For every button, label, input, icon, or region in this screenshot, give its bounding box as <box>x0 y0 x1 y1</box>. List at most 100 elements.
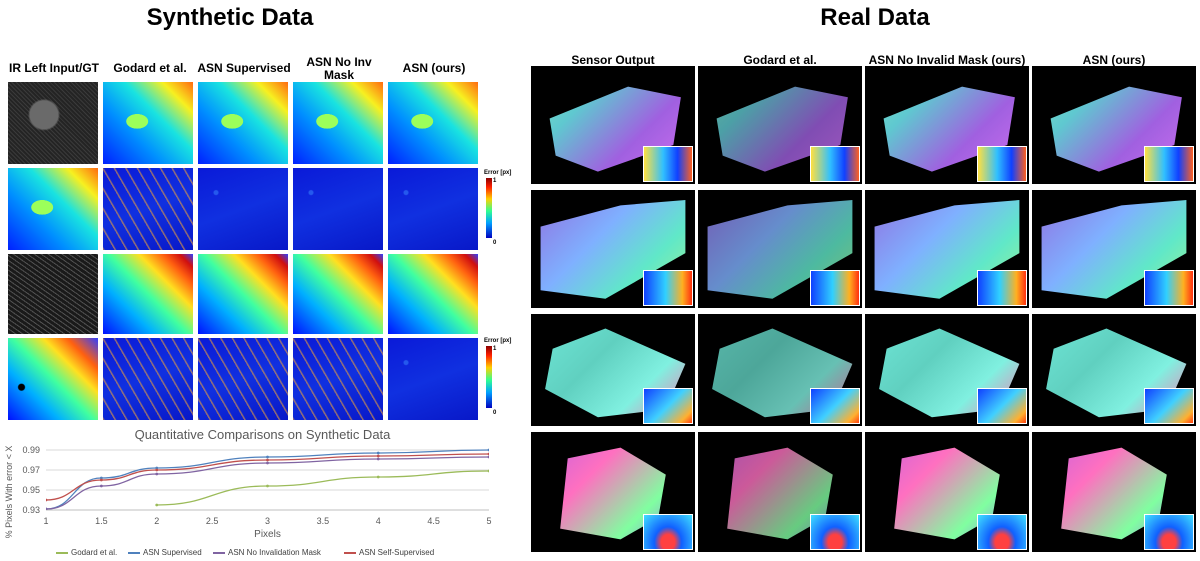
depth-map-inset <box>977 388 1027 424</box>
x-tick-label: 4 <box>376 516 381 526</box>
data-point <box>376 457 380 461</box>
depth-map-inset <box>643 270 693 306</box>
legend-asn-no-invalidation-mask-label: ASN No Invalidation Mask <box>228 548 321 557</box>
colorbar-1-max: 1 <box>493 178 497 184</box>
depth-map-inset <box>977 270 1027 306</box>
synthetic-r4-asn-supervised-error <box>198 338 288 420</box>
y-tick-label: 0.99 <box>22 445 40 455</box>
data-point <box>155 466 159 470</box>
error-colorbar-1 <box>486 178 492 238</box>
depth-map-inset <box>810 388 860 424</box>
synthetic-r3-ir-input <box>8 254 98 334</box>
data-point <box>155 468 159 472</box>
data-point <box>99 478 103 482</box>
synthetic-r2-ground-truth <box>8 168 98 250</box>
real-r3-sensor-output <box>531 314 695 426</box>
colorbar-2-min: 0 <box>493 410 497 416</box>
real-r1-asn-no-invalid-mask <box>865 66 1029 184</box>
synthetic-r4-asn-ours-error <box>388 338 478 420</box>
real-r2-sensor-output <box>531 190 695 308</box>
colorbar-2-max: 1 <box>493 346 497 352</box>
synthetic-r3-asn-supervised <box>198 254 288 334</box>
real-col-godard: Godard et al. <box>743 53 817 67</box>
depth-map-inset <box>643 146 693 182</box>
legend-godard-swatch <box>56 551 68 554</box>
real-r3-asn-no-invalid-mask <box>865 314 1029 426</box>
data-point <box>266 455 269 459</box>
depth-map-inset <box>1144 388 1194 424</box>
data-point <box>46 507 48 510</box>
synthetic-r2-asn-no-inv-mask-error <box>293 168 383 250</box>
synthetic-r4-ground-truth <box>8 338 98 420</box>
synthetic-r1-asn-supervised <box>198 82 288 164</box>
x-tick-label: 3 <box>265 516 270 526</box>
synthetic-r3-asn-no-inv-mask <box>293 254 383 334</box>
real-r3-asn-ours <box>1032 314 1196 426</box>
depth-map-inset <box>810 514 860 550</box>
real-r4-asn-no-invalid-mask <box>865 432 1029 552</box>
depth-map-inset <box>643 388 693 424</box>
data-point <box>99 476 103 480</box>
real-r4-asn-ours <box>1032 432 1196 552</box>
real-r2-asn-ours <box>1032 190 1196 308</box>
real-data-title: Real Data <box>820 4 930 31</box>
synthetic-col-asn-no-inv-mask: ASN No Inv Mask (ours) <box>306 55 372 95</box>
depth-map-inset <box>643 514 693 550</box>
data-point <box>376 454 380 458</box>
real-col-sensor-output: Sensor Output <box>571 53 655 67</box>
legend-asn-self-supervised-swatch <box>344 551 356 554</box>
data-point <box>376 475 380 479</box>
x-tick-label: 1 <box>43 516 48 526</box>
data-point <box>46 498 48 502</box>
depth-map-inset <box>977 146 1027 182</box>
real-r4-godard <box>698 432 862 552</box>
data-point <box>155 503 159 507</box>
error-colorbar-2 <box>486 346 492 408</box>
synthetic-col-ir-input: IR Left Input/GT <box>9 61 99 75</box>
synthetic-col-godard: Godard et al. <box>113 61 187 75</box>
data-point <box>487 455 489 459</box>
quantitative-comparison-chart: 0.93 0.95 0.97 0.99 1 1.5 2 2.5 3 3.5 4 4.5 5 Pixels%… <box>4 445 492 540</box>
y-tick-label: 0.95 <box>22 485 40 495</box>
x-tick-label: 4.5 <box>427 516 440 526</box>
depth-map-inset <box>810 270 860 306</box>
legend-godard: Godard et al. <box>56 548 117 557</box>
legend-asn-supervised-label: ASN Supervised <box>143 548 202 557</box>
colorbar-1-min: 0 <box>493 240 497 246</box>
data-point <box>155 472 159 476</box>
data-point <box>266 484 269 488</box>
series-line-godard-et-al <box>156 470 489 506</box>
real-r2-asn-no-invalid-mask <box>865 190 1029 308</box>
y-tick-label: 0.93 <box>22 505 40 515</box>
x-tick-label: 2 <box>154 516 159 526</box>
real-col-asn-ours: ASN (ours) <box>1082 53 1146 67</box>
data-point <box>266 458 269 462</box>
depth-map-inset <box>1144 146 1194 182</box>
series-line-asn-supervised <box>46 449 489 510</box>
synthetic-data-title: Synthetic Data <box>146 4 314 31</box>
legend-godard-label: Godard et al. <box>71 548 118 557</box>
synthetic-r2-asn-supervised-error <box>198 168 288 250</box>
synthetic-r3-asn-ours <box>388 254 478 334</box>
synthetic-col-asn-ours: ASN (ours) <box>402 61 466 75</box>
real-r4-sensor-output <box>531 432 695 552</box>
synthetic-col-asn-supervised: ASN Supervised <box>197 61 291 75</box>
colorbar-2-title: Error [px] <box>484 338 512 344</box>
chart-title: Quantitative Comparisons on Synthetic Da… <box>134 427 391 442</box>
y-axis-label: % Pixels With error < X <box>4 446 14 539</box>
data-point <box>487 452 489 456</box>
legend-asn-self-supervised-label: ASN Self-Supervised <box>359 548 435 557</box>
synthetic-r2-godard-error <box>103 168 193 250</box>
legend-asn-self-supervised: ASN Self-Supervised <box>344 548 434 557</box>
synthetic-r1-asn-no-inv-mask <box>293 82 383 164</box>
legend-asn-no-invalidation-mask: ASN No Invalidation Mask <box>213 548 321 557</box>
synthetic-r1-asn-ours <box>388 82 478 164</box>
depth-map-inset <box>1144 270 1194 306</box>
depth-map-inset <box>1144 514 1194 550</box>
data-point <box>266 461 269 465</box>
x-axis-label: Pixels <box>254 529 281 540</box>
series-line-asn-no-invalidation-mask <box>46 456 489 510</box>
real-r2-godard <box>698 190 862 308</box>
real-r1-asn-ours <box>1032 66 1196 184</box>
synthetic-r4-godard-error <box>103 338 193 420</box>
